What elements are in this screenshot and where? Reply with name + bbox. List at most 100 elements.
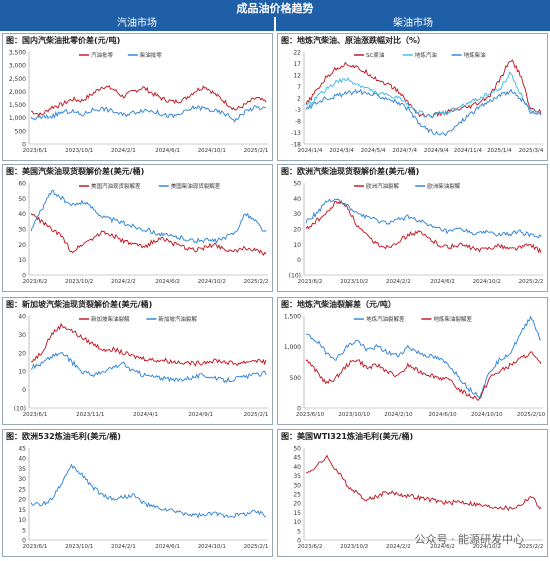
x-tick-label: 2025/2/10 bbox=[517, 412, 546, 418]
y-tick-label: 50 bbox=[293, 446, 301, 453]
y-tick-label: 17 bbox=[293, 61, 301, 68]
chart-panel-c7: 图：欧洲532炼油毛利(美元/桶) 0 5 10 15 20 25 30 35 40 45 2023/… bbox=[2, 429, 273, 557]
y-tick-label: 30 bbox=[18, 227, 26, 234]
y-tick-label: 2 bbox=[297, 96, 301, 103]
y-tick-label: -18 bbox=[291, 142, 301, 149]
y-tick-label: 10 bbox=[18, 369, 26, 376]
series-line-1 bbox=[30, 189, 267, 244]
series-line-2 bbox=[305, 88, 542, 137]
series-line-0 bbox=[30, 463, 267, 519]
x-tick-label: 2024/3/4 bbox=[329, 148, 354, 154]
y-tick-label: -13 bbox=[291, 130, 301, 137]
legend-label: 欧洲汽油裂解 bbox=[366, 182, 400, 190]
x-tick-label: 2023/10/1 bbox=[65, 148, 93, 154]
y-tick-label: 3,500 bbox=[9, 50, 26, 57]
y-tick-label: 0 bbox=[297, 257, 301, 264]
y-tick-label: 10 bbox=[18, 517, 26, 524]
chart-svg: 0 500 1,000 1,500 2,000 2,500 3,000 3,500 2023/6… bbox=[9, 50, 269, 155]
y-tick-label: 60 bbox=[18, 181, 26, 188]
x-tick-label: 2023/6/1 bbox=[23, 148, 48, 154]
x-tick-label: 2024/10/10 bbox=[471, 412, 503, 418]
x-tick-label: 2025/2/1 bbox=[244, 148, 269, 154]
y-tick-label: 20 bbox=[18, 497, 26, 504]
chart-title: 图：地炼汽柴油、原油涨跌幅对比（%） bbox=[281, 36, 426, 45]
x-tick-label: 2024/10/2 bbox=[473, 544, 501, 550]
chart-panel-c2: 图：地炼汽柴油、原油涨跌幅对比（%） -18 -13 -8 -3 2 7 12 17 22 2024… bbox=[277, 33, 548, 161]
y-tick-label: 25 bbox=[293, 492, 301, 499]
y-tick-label: 10 bbox=[293, 242, 301, 249]
y-tick-label: (10) bbox=[289, 273, 301, 280]
chart-title: 图：美国WTI321炼油毛利(美元/桶) bbox=[281, 432, 414, 441]
legend-label: 地炼汽油裂解差 bbox=[366, 315, 405, 323]
x-tick-label: 2024/6/2 bbox=[430, 544, 455, 550]
legend-label: 新加坡汽油裂解 bbox=[158, 315, 197, 323]
x-tick-label: 2025/2/2 bbox=[519, 544, 544, 550]
x-tick-label: 2023/10/2 bbox=[65, 279, 93, 285]
y-tick-label: 2,000 bbox=[9, 89, 26, 96]
y-tick-label: 22 bbox=[293, 50, 301, 57]
y-tick-label: 12 bbox=[293, 73, 301, 80]
x-tick-label: 2024/10/1 bbox=[198, 544, 226, 550]
y-tick-label: 15 bbox=[18, 507, 26, 514]
chart-panel-c8: 图：美国WTI321炼油毛利(美元/桶) 0 5 10 15 20 25 30 35 40 45 50… bbox=[277, 429, 548, 557]
y-tick-label: 10 bbox=[18, 257, 26, 264]
legend-label: 柴油批零 bbox=[140, 51, 163, 59]
x-tick-label: 2024/10/1 bbox=[198, 148, 226, 154]
chart-svg: (10) 0 10 20 30 40 2023/6/1 2023/11/1 2024/4/1 20… bbox=[14, 314, 269, 419]
x-tick-label: 2024/2/10 bbox=[384, 412, 413, 418]
y-tick-label: 45 bbox=[18, 446, 26, 453]
x-tick-label: 2024/2/2 bbox=[111, 279, 136, 285]
y-tick-label: 1,000 bbox=[284, 344, 301, 351]
y-tick-label: 0 bbox=[22, 387, 26, 394]
y-tick-label: 35 bbox=[18, 466, 26, 473]
x-tick-label: 2025/2/1 bbox=[244, 544, 269, 550]
y-tick-label: -3 bbox=[295, 107, 301, 114]
y-tick-label: 20 bbox=[18, 242, 26, 249]
y-tick-label: 0 bbox=[297, 406, 301, 413]
x-tick-label: 2023/6/1 bbox=[23, 544, 48, 550]
y-tick-label: 0 bbox=[22, 538, 26, 545]
y-tick-label: 7 bbox=[297, 84, 301, 91]
y-tick-label: 2,500 bbox=[9, 76, 26, 83]
x-tick-label: 2024/11/4 bbox=[454, 148, 483, 154]
x-tick-label: 2023/11/1 bbox=[76, 412, 104, 418]
y-tick-label: 1,500 bbox=[284, 314, 301, 321]
chart-svg: 0 5 10 15 20 25 30 35 40 45 2023/6/1 2023/10/1 2024/… bbox=[18, 446, 269, 551]
y-tick-label: 50 bbox=[293, 181, 301, 188]
y-tick-label: 40 bbox=[18, 211, 26, 218]
chart-panel-c6: 图：地炼汽柴油裂解差（元/吨） 0 500 1,000 1,500 2023/6/10 20… bbox=[277, 297, 548, 425]
series-line-0 bbox=[30, 85, 267, 118]
y-tick-label: 40 bbox=[18, 456, 26, 463]
y-tick-label: (10) bbox=[14, 406, 26, 413]
series-line-1 bbox=[305, 351, 542, 401]
legend-label: 汽油批零 bbox=[91, 51, 114, 59]
y-tick-label: 500 bbox=[290, 375, 302, 382]
y-tick-label: -8 bbox=[295, 119, 301, 126]
x-tick-label: 2025/3/4 bbox=[519, 148, 544, 154]
x-tick-label: 2023/10/1 bbox=[65, 544, 93, 550]
x-tick-label: 2024/5/4 bbox=[361, 148, 386, 154]
series-line-0 bbox=[305, 59, 542, 119]
chart-panel-c1: 图：国内汽柴油批零价差(元/吨) 0 500 1,000 1,500 2,000 2,500… bbox=[2, 33, 273, 161]
y-tick-label: 30 bbox=[18, 332, 26, 339]
x-tick-label: 2023/10/2 bbox=[340, 544, 368, 550]
y-tick-label: 15 bbox=[293, 510, 301, 517]
chart-svg: 0 5 10 15 20 25 30 35 40 45 50 2023/6/2 2023/10/2 202… bbox=[293, 446, 544, 551]
x-tick-label: 2024/9/1 bbox=[188, 412, 213, 418]
series-line-1 bbox=[305, 198, 542, 239]
x-tick-label: 2024/10/2 bbox=[473, 279, 501, 285]
y-tick-label: 40 bbox=[293, 196, 301, 203]
x-tick-label: 2024/6/10 bbox=[428, 412, 457, 418]
x-tick-label: 2024/9/4 bbox=[424, 148, 449, 154]
y-tick-label: 20 bbox=[18, 350, 26, 357]
chart-svg: (10) 0 10 20 30 40 50 2023/6/2 2023/10/2 2024/2/2… bbox=[289, 181, 544, 286]
x-tick-label: 2023/6/2 bbox=[23, 279, 48, 285]
x-tick-label: 2024/2/1 bbox=[111, 544, 136, 550]
x-tick-label: 2023/6/1 bbox=[23, 412, 48, 418]
x-tick-label: 2023/6/10 bbox=[296, 412, 325, 418]
legend-label: 美国汽油现货裂解差 bbox=[91, 182, 141, 190]
chart-title: 图：国内汽柴油批零价差(元/吨) bbox=[6, 36, 121, 45]
x-tick-label: 2024/6/2 bbox=[155, 279, 180, 285]
chart-title: 图：地炼汽柴油裂解差（元/吨） bbox=[281, 300, 396, 309]
gasoline-section-header: 汽油市场 bbox=[0, 17, 274, 31]
